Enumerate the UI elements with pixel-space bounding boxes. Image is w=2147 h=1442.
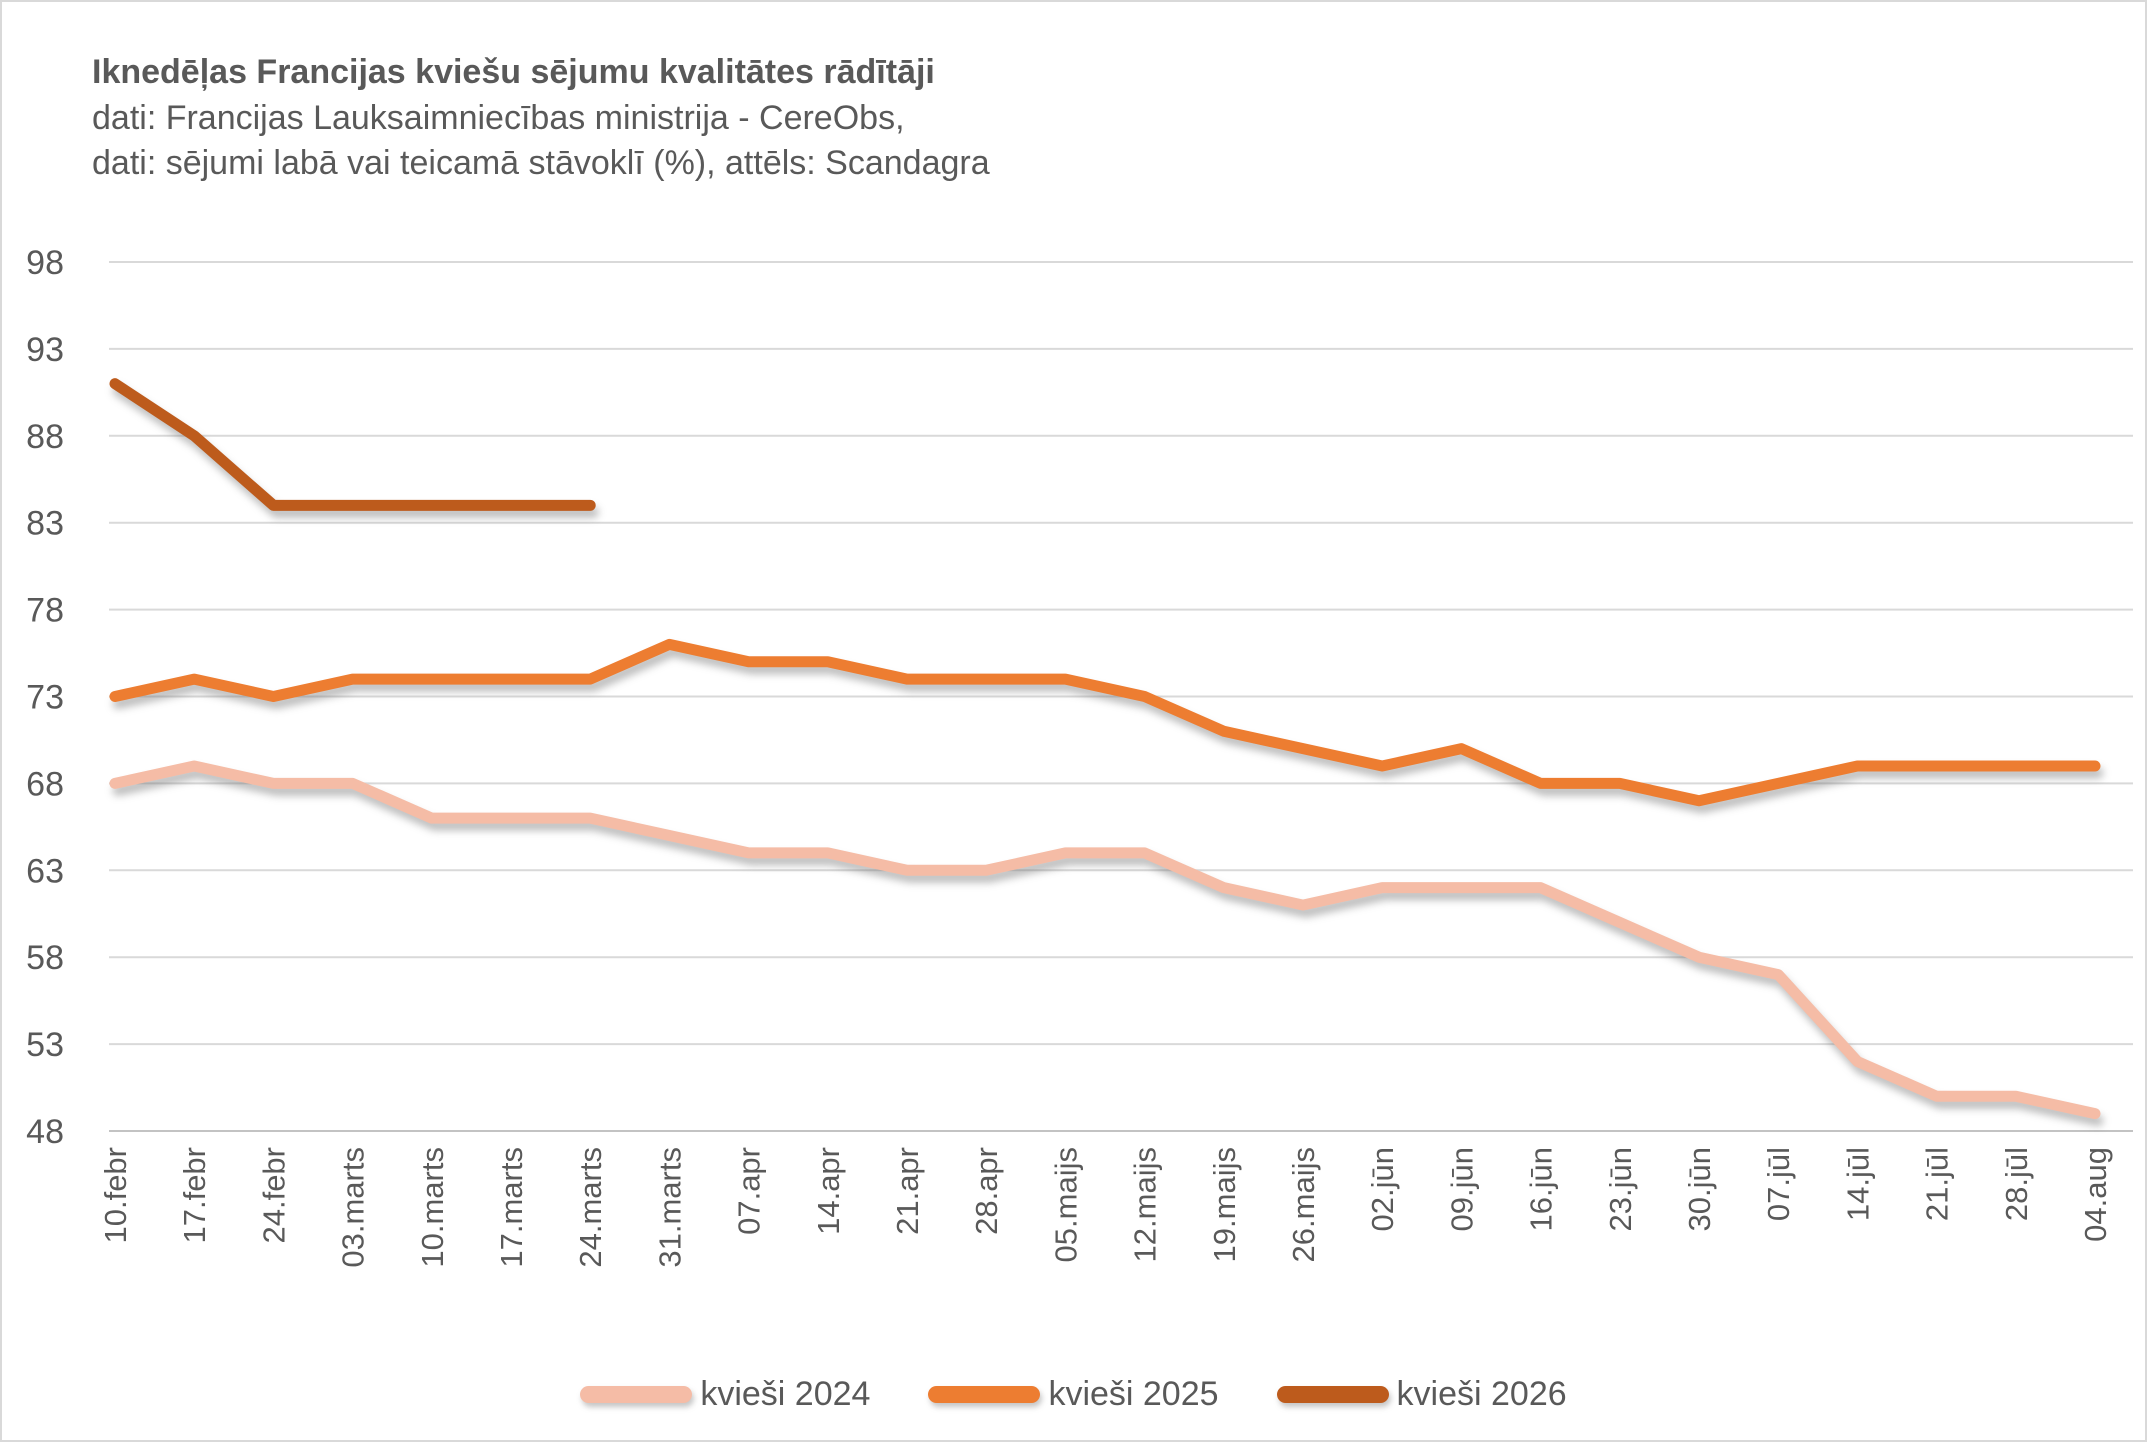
x-axis-tick-label: 24.marts — [573, 1147, 608, 1268]
x-axis-tick-label: 09.jūn — [1444, 1147, 1479, 1231]
x-axis-tick-label: 17.marts — [494, 1147, 529, 1268]
y-axis-tick-label: 58 — [26, 939, 64, 977]
x-axis-tick-label: 14.jūl — [1840, 1147, 1875, 1221]
x-axis-tick-label: 14.apr — [811, 1147, 846, 1235]
x-axis-tick-label: 21.apr — [890, 1147, 925, 1235]
y-axis-tick-label: 63 — [26, 852, 64, 890]
x-axis-tick-label: 24.febr — [256, 1147, 291, 1244]
x-axis-tick-label: 30.jūn — [1682, 1147, 1717, 1231]
x-axis-tick-label: 23.jūn — [1603, 1147, 1638, 1231]
y-axis-tick-label: 88 — [26, 418, 64, 456]
x-axis-tick-label: 07.jūl — [1761, 1147, 1796, 1221]
chart-subtitle-line2: dati: sējumi labā vai teicamā stāvoklī (… — [92, 143, 990, 182]
chart-legend: kvieši 2024 kvieši 2025 kvieši 2026 — [2, 1375, 2145, 1414]
y-axis-tick-label: 93 — [26, 331, 64, 369]
y-axis-tick-label: 78 — [26, 592, 64, 630]
y-axis-tick-label: 83 — [26, 505, 64, 543]
x-axis-tick-label: 10.marts — [415, 1147, 450, 1268]
legend-swatch-icon — [1276, 1386, 1389, 1403]
x-axis-tick-label: 19.maijs — [1207, 1147, 1242, 1262]
legend-label: kvieši 2026 — [1396, 1375, 1567, 1413]
legend-label: kvieši 2024 — [700, 1375, 871, 1413]
x-axis-tick-label: 21.jūl — [1920, 1147, 1955, 1221]
legend-label: kvieši 2025 — [1048, 1375, 1219, 1413]
x-axis-tick-label: 28.jūl — [1999, 1147, 2034, 1221]
x-axis-tick-label: 02.jūn — [1365, 1147, 1400, 1231]
y-axis-tick-label: 48 — [26, 1113, 64, 1151]
x-axis-tick-label: 12.maijs — [1128, 1147, 1163, 1262]
y-axis-tick-label: 73 — [26, 679, 64, 717]
x-axis-tick-label: 17.febr — [177, 1147, 212, 1244]
x-axis-tick-label: 10.febr — [98, 1147, 133, 1244]
x-axis-tick-label: 16.jūn — [1524, 1147, 1559, 1231]
x-axis-tick-label: 07.apr — [732, 1147, 767, 1235]
x-axis-tick-label: 31.marts — [652, 1147, 687, 1268]
series-group — [109, 378, 2101, 1120]
series-line-kvieši-2026 — [109, 378, 596, 511]
legend-swatch-icon — [580, 1386, 693, 1403]
y-axis-tick-label: 53 — [26, 1026, 64, 1064]
x-axis-tick-label: 04.aug — [2078, 1147, 2113, 1242]
y-axis-tick-label: 98 — [26, 244, 64, 282]
legend-item-kvieši-2025: kvieši 2025 — [928, 1375, 1219, 1414]
y-axis-tick-label: 68 — [26, 765, 64, 803]
x-axis-labels-group: 10.febr 17.febr 24.febr 03.marts 10.marts 17.… — [98, 1147, 2113, 1268]
chart-subtitle-line1: dati: Francijas Lauksaimniecības ministr… — [92, 98, 905, 137]
y-axis-labels-group: 48 53 58 63 68 73 78 83 88 93 98 — [26, 244, 64, 1151]
x-axis-tick-label: 28.apr — [969, 1147, 1004, 1235]
x-axis-tick-label: 26.maijs — [1286, 1147, 1321, 1262]
x-axis-tick-label: 03.marts — [336, 1147, 371, 1268]
series-line-kvieši-2024 — [109, 760, 2101, 1120]
legend-item-kvieši-2024: kvieši 2024 — [580, 1375, 870, 1414]
legend-item-kvieši-2026: kvieši 2026 — [1276, 1375, 1567, 1414]
chart-header: Iknedēļas Francijas kviešu sējumu kvalit… — [92, 50, 990, 186]
series-line-kvieši-2025 — [109, 638, 2101, 807]
legend-swatch-icon — [928, 1386, 1041, 1403]
x-axis-tick-label: 05.maijs — [1048, 1147, 1083, 1262]
chart-title: Iknedēļas Francijas kviešu sējumu kvalit… — [92, 53, 935, 91]
